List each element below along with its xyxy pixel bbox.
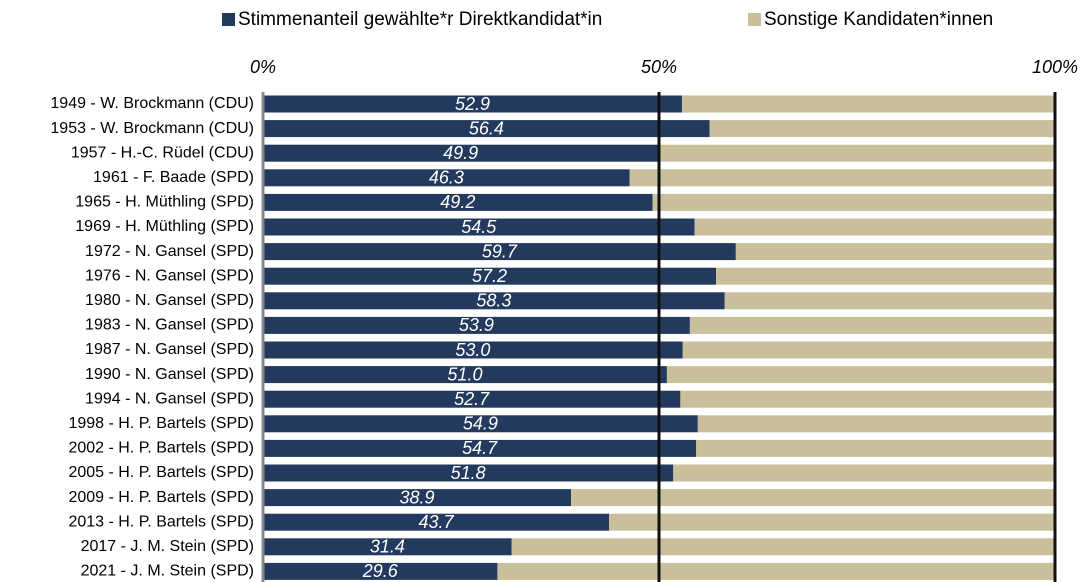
- y-tick-label: 2017 - J. M. Stein (SPD): [81, 538, 254, 555]
- data-label: 59.7: [482, 241, 518, 261]
- data-label: 53.9: [459, 315, 494, 335]
- bar-segment: [709, 120, 1055, 138]
- y-tick-label: 2021 - J. M. Stein (SPD): [81, 563, 254, 580]
- bar-segment: [689, 316, 1055, 334]
- bar-segment: [263, 464, 674, 482]
- y-tick-label: 2009 - H. P. Bartels (SPD): [68, 489, 254, 506]
- bar-segment: [263, 439, 697, 457]
- bar-segment: [263, 169, 630, 187]
- data-label: 43.7: [419, 512, 455, 532]
- data-label: 58.3: [476, 291, 511, 311]
- x-tick-label: 50%: [641, 57, 677, 77]
- bar-segment: [263, 513, 610, 531]
- data-label: 53.0: [455, 340, 490, 360]
- y-tick-label: 1983 - N. Gansel (SPD): [85, 317, 254, 334]
- data-label: 29.6: [362, 561, 399, 581]
- bar-segment: [716, 267, 1055, 285]
- bar-segment: [697, 415, 1055, 433]
- data-label: 46.3: [429, 168, 464, 188]
- y-tick-label: 1957 - H.-C. Rüdel (CDU): [71, 144, 254, 161]
- bar-segment: [609, 513, 1055, 531]
- y-tick-label: 2005 - H. P. Bartels (SPD): [68, 464, 254, 481]
- data-label: 54.7: [462, 438, 498, 458]
- data-label: 52.9: [455, 94, 490, 114]
- bar-segment: [694, 218, 1055, 236]
- bar-segment: [263, 193, 653, 211]
- legend-label: Stimmenanteil gewählte*r Direktkandidat*…: [238, 9, 602, 30]
- legend-swatch: [748, 13, 761, 26]
- bar-segment: [263, 95, 682, 113]
- legend-swatch: [222, 13, 235, 26]
- bar-segment: [682, 341, 1055, 359]
- y-tick-label: 1998 - H. P. Bartels (SPD): [68, 415, 254, 432]
- bar-segment: [735, 243, 1055, 261]
- bar-segment: [724, 292, 1055, 310]
- y-tick-label: 1949 - W. Brockmann (CDU): [50, 95, 254, 112]
- bar-segment: [629, 169, 1055, 187]
- bar-segment: [497, 562, 1055, 580]
- data-label: 57.2: [472, 266, 507, 286]
- y-tick-label: 1965 - H. Müthling (SPD): [75, 194, 254, 211]
- bar-segment: [673, 464, 1055, 482]
- bar-segment: [652, 193, 1055, 211]
- bar-segment: [263, 316, 690, 334]
- y-tick-label: 1994 - N. Gansel (SPD): [85, 390, 254, 407]
- bar-segment: [263, 366, 667, 384]
- bar-segment: [263, 390, 681, 408]
- data-label: 51.8: [451, 463, 486, 483]
- bar-segment: [263, 243, 736, 261]
- bar-segment: [263, 292, 725, 310]
- data-label: 49.2: [440, 192, 475, 212]
- bar-segment: [511, 538, 1055, 556]
- x-tick-label: 0%: [250, 57, 276, 77]
- legend-label: Sonstige Kandidaten*innen: [764, 9, 993, 30]
- bar-segment: [263, 120, 710, 138]
- bar-segment: [263, 341, 683, 359]
- y-tick-label: 1972 - N. Gansel (SPD): [85, 243, 254, 260]
- x-tick-label: 100%: [1032, 57, 1078, 77]
- bar-segment: [263, 415, 698, 433]
- data-label: 49.9: [443, 143, 478, 163]
- bar-segment: [696, 439, 1055, 457]
- bar-segment: [263, 562, 498, 580]
- y-tick-label: 2013 - H. P. Bartels (SPD): [68, 513, 254, 530]
- y-tick-label: 1953 - W. Brockmann (CDU): [50, 120, 254, 137]
- bar-segment: [658, 144, 1055, 162]
- bar-segment: [680, 390, 1055, 408]
- data-label: 38.9: [400, 487, 435, 507]
- y-tick-label: 1990 - N. Gansel (SPD): [85, 366, 254, 383]
- y-tick-label: 2002 - H. P. Bartels (SPD): [68, 440, 254, 457]
- data-label: 31.4: [370, 537, 405, 557]
- y-tick-label: 1961 - F. Baade (SPD): [93, 169, 254, 186]
- y-tick-label: 1969 - H. Müthling (SPD): [75, 218, 254, 235]
- bar-segment: [681, 95, 1055, 113]
- data-label: 54.9: [463, 414, 498, 434]
- data-label: 54.5: [461, 217, 497, 237]
- y-tick-label: 1987 - N. Gansel (SPD): [85, 341, 254, 358]
- y-tick-label: 1980 - N. Gansel (SPD): [85, 292, 254, 309]
- bar-segment: [263, 538, 512, 556]
- bar-segment: [263, 267, 717, 285]
- bar-segment: [571, 489, 1055, 507]
- y-tick-label: 1976 - N. Gansel (SPD): [85, 267, 254, 284]
- data-label: 52.7: [454, 389, 490, 409]
- bar-segment: [263, 218, 695, 236]
- bar-segment: [666, 366, 1055, 384]
- data-label: 56.4: [469, 118, 504, 138]
- bar-segment: [263, 144, 659, 162]
- bar-segment: [263, 489, 572, 507]
- data-label: 51.0: [447, 364, 482, 384]
